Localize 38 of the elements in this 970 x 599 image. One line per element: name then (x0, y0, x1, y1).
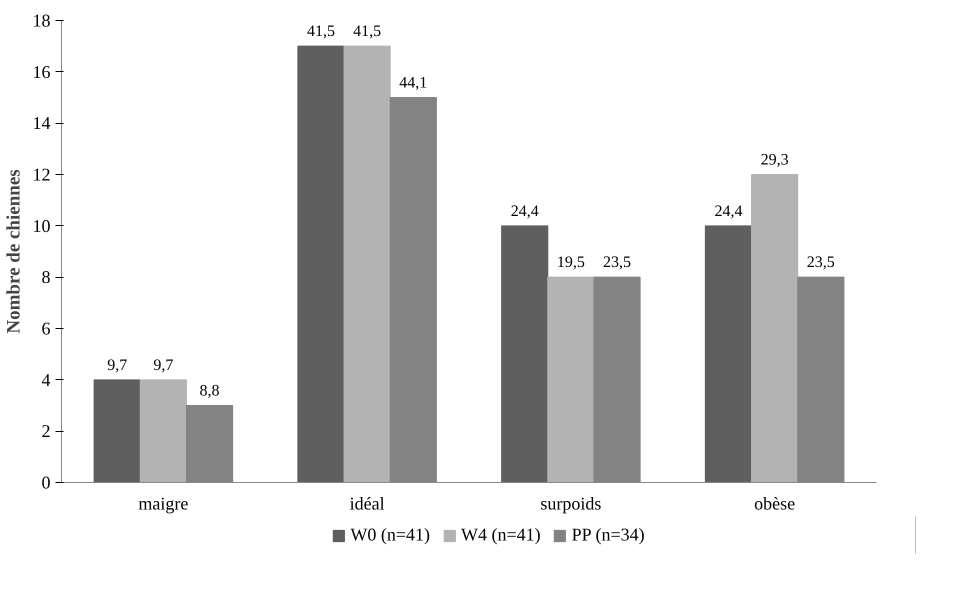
x-tick-label: idéal (350, 494, 385, 514)
annotation: 9,7 (153, 356, 174, 374)
bar (501, 225, 548, 482)
bar (751, 174, 798, 482)
x-tick-label: obèse (754, 494, 796, 514)
y-tick-label: 14 (32, 113, 50, 134)
bar (140, 379, 187, 482)
y-axis-title: Nombre de chiennes (4, 169, 24, 334)
annotation: 23,5 (806, 254, 835, 272)
annotation: 9,7 (107, 356, 128, 374)
y-tick-label: 8 (42, 267, 50, 288)
y-tick-label: 10 (32, 216, 50, 236)
y-tick-label: 2 (42, 421, 50, 442)
bar (704, 225, 752, 482)
y-tick-label: 18 (32, 10, 50, 30)
y-tick-label: 16 (32, 62, 50, 82)
legend-label: W0 (n=41) (350, 524, 430, 546)
y-tick-label: 6 (42, 318, 50, 338)
annotation: 8,8 (200, 382, 220, 400)
annotation: 24,4 (714, 202, 742, 220)
x-tick-label: surpoids (540, 494, 602, 514)
annotation: 23,5 (603, 254, 632, 272)
annotation: 29,3 (760, 152, 789, 168)
annotation: 41,5 (353, 23, 382, 40)
y-tick-label: 12 (32, 164, 50, 184)
bar (94, 379, 141, 482)
bar (297, 46, 345, 482)
annotation: 19,5 (556, 254, 585, 272)
x-tick-label: maigre (138, 494, 188, 514)
legend-label: PP (n=34) (572, 524, 645, 546)
y-tick-label: 4 (42, 370, 50, 390)
y-tick-label: 0 (42, 472, 50, 492)
legend-label: W4 (n=41) (461, 524, 541, 546)
annotation: 24,4 (510, 202, 539, 220)
bar (547, 276, 594, 482)
bar (344, 46, 391, 482)
annotation: 41,5 (306, 23, 335, 40)
annotation: 44,1 (399, 74, 428, 92)
